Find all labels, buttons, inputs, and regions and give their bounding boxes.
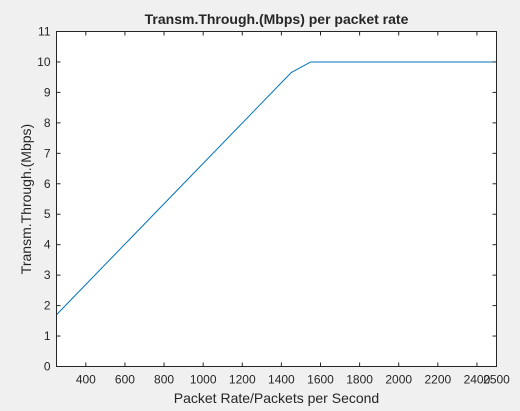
x-tick-label: 1800 [346,373,373,387]
x-tick-label: 1000 [190,373,217,387]
y-tick-label: 4 [44,238,51,252]
x-tick-label: 2500 [483,373,510,387]
x-tick-label: 1200 [229,373,256,387]
x-tick-label: 400 [76,373,96,387]
y-tick-label: 0 [44,360,51,374]
x-tick-label: 1600 [307,373,334,387]
axes-box [56,31,497,367]
y-tick-label: 3 [44,268,51,282]
y-tick-label: 8 [44,116,51,130]
x-axis-label: Packet Rate/Packets per Second [174,390,379,406]
y-tick-label: 6 [44,177,51,191]
y-tick-label: 9 [44,85,51,99]
y-tick-label: 7 [44,146,51,160]
x-tick-label: 2400 [464,373,491,387]
series-layer [56,61,497,316]
x-tick-label: 2200 [424,373,451,387]
x-tick-label: 1400 [268,373,295,387]
y-tick-label: 5 [44,207,51,221]
x-tick-label: 600 [115,373,135,387]
tick-layer: 400 600 800 1000 1200 1400 1600 1800 2000 2200 240… [37,25,510,387]
y-axis-label: Transm.Through.(Mbps) [18,124,34,274]
plot-area [56,31,497,367]
y-tick-label: 2 [44,299,51,313]
y-tick-label: 1 [44,329,51,343]
y-tick-label: 10 [37,55,51,69]
x-tick-label: 800 [154,373,174,387]
series-line-1 [56,61,497,316]
x-tick-label: 2000 [385,373,412,387]
chart-title: Transm.Through.(Mbps) per packet rate [145,11,409,27]
y-tick-label: 11 [38,25,51,39]
